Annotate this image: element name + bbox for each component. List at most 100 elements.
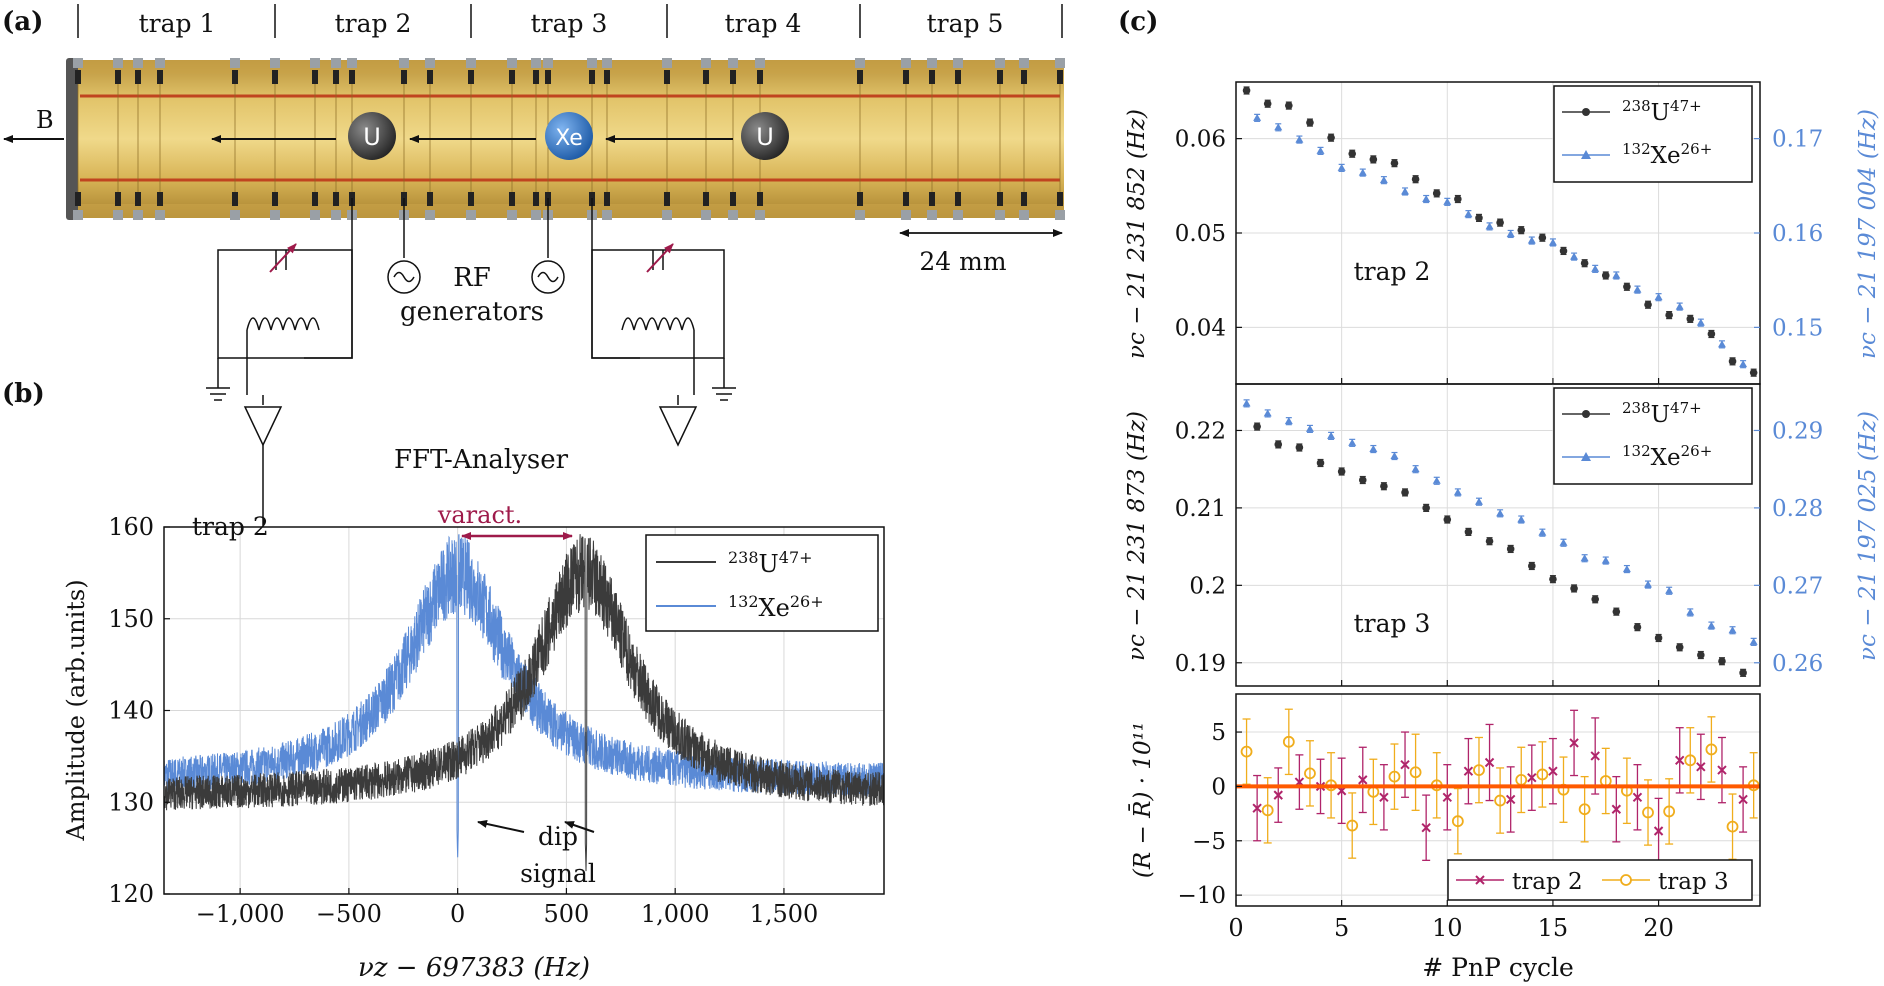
dip-annotation-line2: signal	[520, 859, 596, 888]
residual-point-trap3	[1473, 764, 1485, 777]
trap2-point-uranium	[1242, 86, 1251, 95]
residual-point-trap2	[1505, 794, 1516, 805]
electrode-contact	[272, 192, 278, 206]
residual-point-trap2	[1400, 759, 1410, 770]
electrode-clamp	[347, 58, 357, 68]
trap2-point-uranium	[1496, 218, 1504, 227]
residual-point-trap2	[1611, 804, 1622, 814]
trap3-point-xenon	[1749, 637, 1758, 645]
electrode-clamp	[531, 58, 541, 68]
trap3-point-uranium	[1612, 607, 1621, 616]
electrode-clamp	[507, 210, 517, 220]
electrode-clamp	[728, 58, 738, 68]
b-field-label: B	[36, 106, 54, 134]
trap3-point-xenon	[1707, 621, 1716, 629]
trap2-point-xenon	[1401, 187, 1410, 195]
trap2-point-xenon	[1506, 229, 1515, 237]
trap3-point-uranium	[1739, 669, 1747, 677]
trap-label-3: trap 3	[531, 9, 608, 38]
spectrum-trap-label: trap 2	[192, 512, 269, 541]
trap3-left-tick-label: 0.22	[1175, 418, 1226, 444]
electrode-contact	[955, 70, 961, 84]
electrode-clamp	[425, 58, 435, 68]
electrode-contact	[157, 192, 163, 206]
trap3-point-xenon	[1284, 417, 1293, 425]
trap3-point-uranium	[1697, 651, 1705, 659]
electrode-contact	[349, 70, 355, 84]
trap3-point-uranium	[1358, 476, 1367, 484]
electrode-clamp	[855, 58, 865, 68]
trap2-inset-label: trap 2	[1354, 257, 1431, 286]
trap3-point-xenon	[1559, 538, 1568, 546]
trap3-frequency-plot: 0.19 0.2 0.21 0.22 0.26 0.27 0.28 0.29 trap 3 ν…	[1124, 383, 1881, 687]
varactor-arrow-right	[646, 243, 674, 273]
trap3-point-uranium	[1274, 440, 1283, 449]
trap3-point-uranium	[1337, 467, 1346, 476]
ion-label-u-1: U	[363, 123, 381, 151]
electrode-contact	[589, 70, 595, 84]
spectrum-y-tick-label: 140	[108, 697, 154, 725]
trap3-point-xenon	[1728, 626, 1737, 634]
electrode-clamp	[602, 58, 612, 68]
trap2-right-tick-label: 0.15	[1772, 315, 1823, 341]
trap3-point-uranium	[1422, 504, 1430, 512]
trap2-point-uranium	[1623, 282, 1631, 291]
trap2-point-uranium	[1348, 149, 1357, 158]
electrode-contact	[1021, 70, 1027, 84]
trap3-point-uranium	[1253, 422, 1261, 431]
residual-point-trap2	[1590, 751, 1600, 761]
electrode-clamp	[466, 210, 476, 220]
trap2-point-xenon	[1717, 340, 1726, 348]
trap2-point-uranium	[1707, 330, 1716, 338]
residual-legend-trap3: trap 3	[1658, 869, 1729, 895]
electrode-clamp	[701, 210, 711, 220]
electrode-contact	[757, 192, 763, 206]
electrode-contact	[703, 70, 709, 84]
electrode-clamp	[331, 58, 341, 68]
trap2-point-uranium	[1411, 175, 1420, 184]
residual-point-trap3	[1663, 805, 1676, 818]
electrode-clamp	[425, 210, 435, 220]
electrode-contact	[533, 192, 539, 206]
residual-y-axis-label: (R − R̄) · 10¹¹	[1129, 722, 1156, 878]
trap2-point-xenon	[1675, 302, 1684, 310]
trap-label-1: trap 1	[139, 9, 216, 38]
trap3-data-points	[1242, 399, 1758, 677]
varactor-annotation: varact.	[437, 501, 522, 529]
trap3-left-tick-label: 0.19	[1175, 651, 1226, 677]
trap2-point-uranium	[1475, 214, 1483, 222]
spectrum-y-tick-label: 160	[108, 513, 154, 541]
trap2-point-uranium	[1644, 300, 1652, 309]
electrode-contact	[1057, 70, 1063, 84]
electrode-contact	[997, 192, 1003, 206]
trap2-point-uranium	[1601, 271, 1610, 280]
residual-point-trap3	[1705, 743, 1718, 756]
trap2-point-xenon	[1612, 271, 1621, 279]
trap2-point-xenon	[1548, 238, 1557, 246]
electrode-clamp	[133, 58, 143, 68]
electrode-contact	[401, 70, 407, 84]
trap3-point-xenon	[1622, 565, 1631, 573]
trap2-point-xenon	[1485, 222, 1494, 230]
electrode-clamp	[543, 58, 553, 68]
electrode-contact	[135, 70, 141, 84]
trap2-right-tick-label: 0.16	[1772, 221, 1823, 247]
electrode-clamp	[927, 58, 937, 68]
trap3-point-xenon	[1538, 528, 1547, 536]
trap3-right-axis-label: νc − 21 197 025 (Hz)	[1855, 411, 1881, 661]
trap3-frame	[1235, 383, 1761, 687]
spectrum-legend-uranium: 238U47+	[728, 548, 813, 578]
electrode-clamp	[701, 58, 711, 68]
end-cap	[66, 58, 78, 220]
trap3-point-uranium	[1591, 595, 1599, 604]
uranium-ion-trap2	[348, 112, 396, 160]
electrode-clamp	[1019, 58, 1029, 68]
trap2-point-uranium	[1263, 99, 1272, 108]
trap-label-2: trap 2	[335, 9, 412, 38]
dip-annotation-line1: dip	[538, 822, 578, 851]
trap2-right-axis-label: νc − 21 197 004 (Hz)	[1855, 109, 1881, 359]
spectrum-line-uranium	[163, 534, 885, 872]
residual-point-trap2	[1421, 823, 1431, 833]
trap2-point-uranium	[1559, 247, 1568, 255]
trap3-point-uranium	[1718, 657, 1726, 666]
